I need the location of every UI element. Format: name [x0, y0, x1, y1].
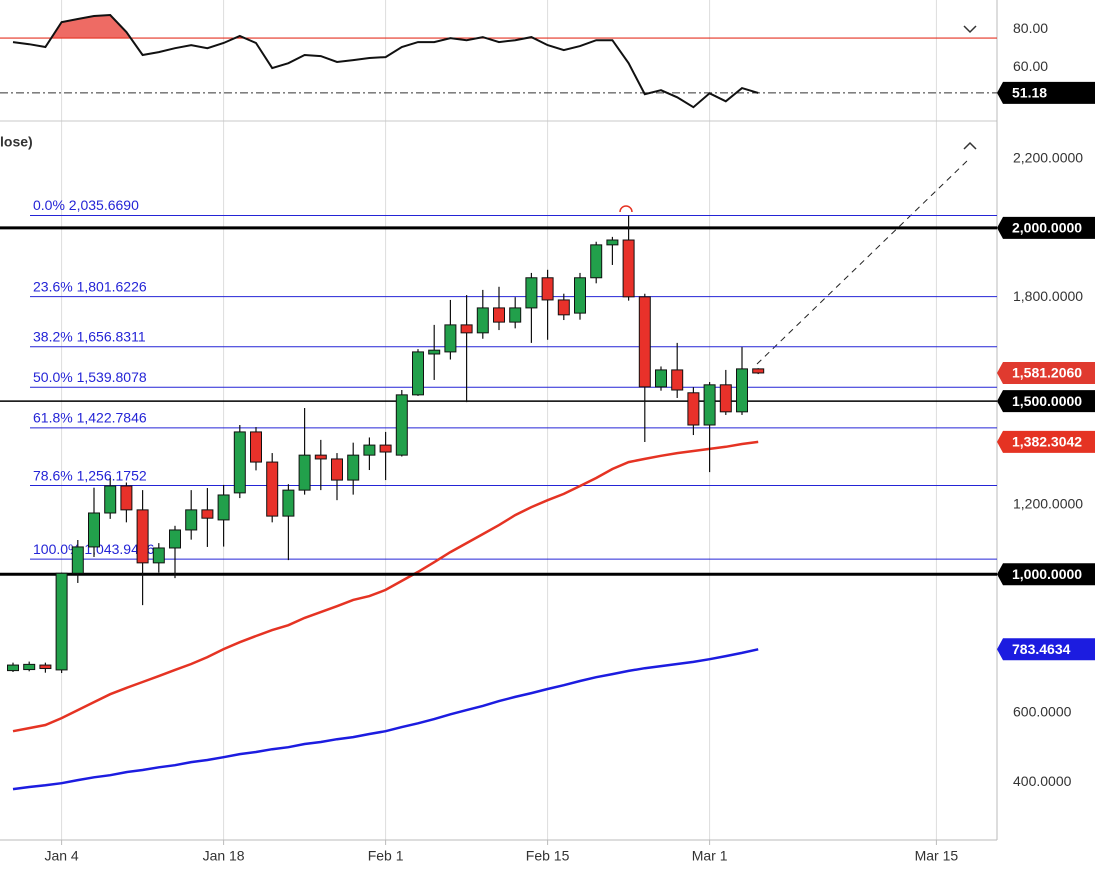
x-tick-label: Mar 1	[692, 848, 728, 864]
candle-body	[460, 324, 473, 334]
fib-label: 50.0% 1,539.8078	[33, 369, 147, 385]
candle-body	[331, 458, 343, 481]
high-marker	[619, 205, 633, 213]
candle-body	[525, 277, 538, 309]
candle-body	[606, 239, 619, 246]
y-tick-label: 600.0000	[1013, 704, 1072, 720]
candle-body	[298, 454, 311, 491]
fib-label: 23.6% 1,801.6226	[33, 278, 147, 294]
value-box-label: 51.18	[1012, 85, 1047, 101]
x-tick-label: Jan 18	[203, 848, 245, 864]
value-box	[997, 563, 1095, 586]
fib-label: 0.0% 2,035.6690	[33, 197, 139, 213]
candle-body	[266, 461, 279, 517]
candle-body	[201, 509, 214, 519]
candle-body	[23, 663, 36, 671]
candle-body	[412, 351, 424, 396]
y-tick-label: 2,200.0000	[1013, 149, 1083, 165]
candle-body	[541, 277, 554, 301]
fib-label: 38.2% 1,656.8311	[33, 328, 146, 344]
candle-body	[217, 494, 230, 521]
candle-body	[395, 394, 408, 456]
value-box-label: 2,000.0000	[1012, 220, 1082, 236]
y-tick-label: 1,800.0000	[1013, 288, 1083, 304]
candle-body	[152, 547, 165, 564]
candle-body	[88, 512, 100, 548]
candle-body	[233, 431, 246, 494]
value-box	[997, 216, 1095, 239]
collapse-icon[interactable]	[963, 141, 977, 150]
value-box	[997, 390, 1095, 413]
fib-label: 61.8% 1,422.7846	[33, 410, 147, 426]
candle-body	[671, 369, 684, 391]
value-box-label: 1,500.0000	[1012, 393, 1082, 409]
candle-body	[638, 296, 651, 388]
x-tick-label: Jan 4	[44, 848, 78, 864]
y-tick-label: 80.00	[1013, 20, 1048, 36]
candle-body	[347, 454, 360, 481]
value-box	[997, 361, 1095, 384]
candle-body	[363, 444, 376, 456]
candle-body	[444, 324, 457, 353]
candle-body	[39, 664, 52, 670]
fib-label: 78.6% 1,256.1752	[33, 467, 147, 483]
candle-body	[136, 509, 149, 564]
x-tick-label: Feb 15	[526, 848, 570, 864]
candle-body	[752, 368, 765, 374]
candle-body	[428, 349, 441, 355]
candle-body	[104, 485, 117, 514]
value-box-label: 1,581.2060	[1012, 365, 1082, 381]
chart-title: lose)	[0, 134, 33, 150]
projection-line	[756, 159, 969, 365]
candle-body	[703, 384, 716, 426]
candle-body	[509, 307, 522, 323]
candle-body	[120, 485, 133, 511]
value-box-label: 783.4634	[1012, 641, 1071, 657]
x-tick-label: Feb 1	[368, 848, 404, 864]
candle-body	[71, 546, 84, 574]
y-tick-label: 1,200.0000	[1013, 496, 1083, 512]
expand-icon[interactable]	[963, 25, 977, 34]
value-box	[997, 430, 1095, 453]
moving-average	[12, 648, 759, 791]
candle-body	[736, 368, 748, 413]
candle-body	[622, 239, 635, 298]
moving-average	[12, 440, 759, 733]
candle-body	[557, 299, 570, 316]
candle-body	[185, 509, 198, 531]
candle-body	[574, 277, 586, 314]
x-tick-label: Mar 15	[915, 848, 959, 864]
candle-body	[719, 384, 732, 413]
value-box-label: 1,382.3042	[1012, 434, 1082, 450]
candle-body	[590, 244, 603, 279]
candle-body	[379, 444, 392, 453]
candle-body	[314, 454, 327, 460]
candle-body	[55, 572, 68, 671]
candle-body	[476, 307, 489, 334]
value-box	[997, 638, 1095, 661]
rsi-line	[12, 13, 759, 109]
candle-body	[250, 431, 262, 463]
candle-body	[282, 489, 295, 517]
value-box-label: 1,000.0000	[1012, 566, 1082, 582]
y-tick-label: 400.0000	[1013, 773, 1072, 789]
candle-body	[655, 369, 667, 388]
y-tick-label: 60.00	[1013, 58, 1048, 74]
candle-body	[169, 529, 181, 549]
candle-body	[687, 392, 700, 426]
candle-body	[493, 307, 505, 323]
value-box	[997, 81, 1095, 104]
candle-body	[7, 664, 19, 672]
